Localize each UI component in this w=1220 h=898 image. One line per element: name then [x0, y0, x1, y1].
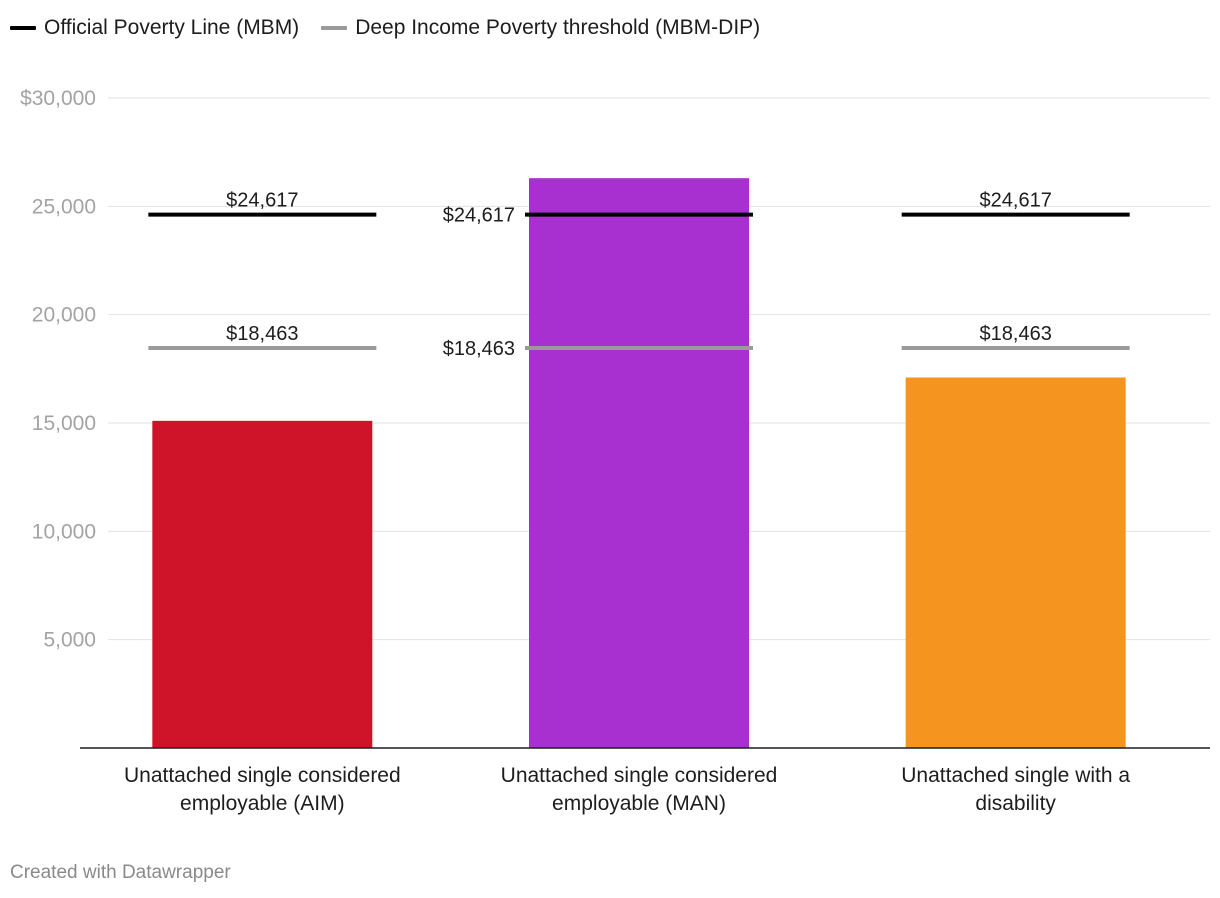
footer-credit: Created with Datawrapper — [10, 862, 231, 883]
category-label: employable (AIM) — [180, 792, 345, 815]
reference-line-label: $24,617 — [226, 190, 298, 212]
category-label: Unattached single considered — [501, 764, 778, 787]
y-tick-label: 10,000 — [32, 520, 96, 543]
legend-swatch — [10, 26, 36, 30]
y-tick-label: 25,000 — [32, 195, 96, 218]
category-label: Unattached single considered — [124, 764, 401, 787]
category-label: employable (MAN) — [552, 792, 726, 815]
reference-line-label: $18,463 — [443, 338, 515, 360]
legend-label: Official Poverty Line (MBM) — [44, 16, 300, 39]
bar — [529, 178, 749, 748]
category-label: Unattached single with a — [901, 764, 1130, 787]
category-label: disability — [975, 792, 1056, 815]
bar — [152, 420, 373, 748]
y-tick-label: 5,000 — [43, 629, 96, 652]
y-tick-label: 15,000 — [32, 412, 96, 435]
y-tick-label: $30,000 — [20, 87, 96, 110]
legend-item: Deep Income Poverty threshold (MBM-DIP) — [321, 16, 760, 40]
legend-item: Official Poverty Line (MBM) — [10, 16, 299, 40]
legend-label: Deep Income Poverty threshold (MBM-DIP) — [355, 16, 761, 39]
reference-line-label: $24,617 — [980, 190, 1052, 212]
reference-line-label: $24,617 — [443, 205, 515, 227]
bar — [905, 377, 1126, 748]
chart-legend: Official Poverty Line (MBM) Deep Income P… — [10, 14, 760, 42]
y-tick-label: 20,000 — [32, 304, 96, 327]
reference-line-label: $18,463 — [980, 323, 1052, 345]
reference-line-label: $18,463 — [226, 323, 298, 345]
legend-swatch — [321, 26, 348, 30]
